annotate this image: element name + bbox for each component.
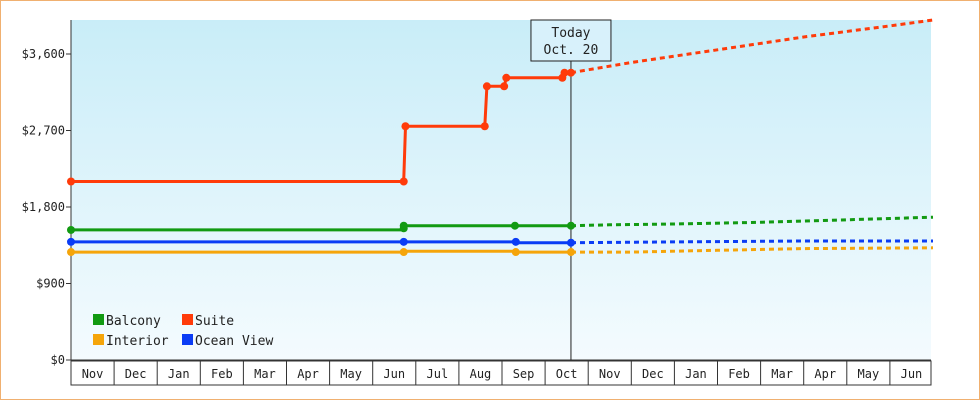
series-interior-history-line xyxy=(71,249,571,254)
x-tick-label-17: Apr xyxy=(814,367,836,381)
x-tick-label-16: Mar xyxy=(771,367,793,381)
x-tick-label-14: Jan xyxy=(685,367,707,381)
x-tick-label-15: Feb xyxy=(728,367,750,381)
series-interior-point-1 xyxy=(399,248,408,257)
y-tick-label-0: $0 xyxy=(51,353,65,367)
x-tick-label-4: Mar xyxy=(254,367,276,381)
series-balcony-forecast-line xyxy=(570,215,934,228)
plot-area xyxy=(71,20,931,360)
series-balcony-point-0 xyxy=(67,225,75,234)
series-ocean_view-forecast-line xyxy=(570,239,933,245)
series-ocean_view-point-1 xyxy=(399,237,408,246)
legend-label-balcony: Balcony xyxy=(106,314,161,329)
legend-swatch-interior xyxy=(93,334,104,345)
x-tick-label-10: Sep xyxy=(513,367,535,381)
series-ocean_view xyxy=(67,237,933,247)
x-tick-label-13: Dec xyxy=(642,367,664,381)
series-suite-point-9 xyxy=(566,68,575,77)
y-tick-label-4: $3,600 xyxy=(22,47,65,61)
series-suite-point-3 xyxy=(480,122,489,131)
legend-swatch-ocean_view xyxy=(182,334,193,345)
series-ocean_view-point-2 xyxy=(511,237,520,246)
series-ocean_view-point-3 xyxy=(566,238,575,247)
today-date-label: Oct. 20 xyxy=(544,43,599,58)
series-suite-point-1 xyxy=(399,177,408,186)
series-interior-point-0 xyxy=(67,248,75,257)
series-suite-forecast-line xyxy=(570,18,934,75)
x-tick-label-7: Jun xyxy=(383,367,405,381)
x-tick-label-8: Jul xyxy=(427,367,449,381)
legend-swatch-balcony xyxy=(93,314,104,325)
x-tick-label-3: Feb xyxy=(211,367,233,381)
series-suite-point-8 xyxy=(560,68,569,77)
today-box xyxy=(530,19,612,62)
today-label: Today xyxy=(551,26,590,41)
x-tick-label-0: Nov xyxy=(82,367,104,381)
y-tick-label-2: $1,800 xyxy=(22,200,65,214)
legend-swatch-suite xyxy=(182,314,193,325)
series-suite-point-6 xyxy=(502,73,511,82)
series-suite-point-4 xyxy=(482,82,491,91)
x-tick-label-9: Aug xyxy=(470,367,492,381)
series-balcony xyxy=(67,215,934,234)
series-balcony-point-2 xyxy=(399,221,408,230)
x-tick-label-6: May xyxy=(340,367,362,381)
x-tick-label-18: May xyxy=(858,367,880,381)
x-tick-label-1: Dec xyxy=(125,367,147,381)
series-interior-forecast-line xyxy=(571,246,934,254)
x-tick-label-11: Oct xyxy=(556,367,578,381)
legend-label-ocean_view: Ocean View xyxy=(195,334,273,349)
x-tick-label-12: Nov xyxy=(599,367,621,381)
series-suite-point-2 xyxy=(401,122,410,131)
x-axis-band xyxy=(70,360,932,386)
x-tick-label-5: Apr xyxy=(297,367,319,381)
series-suite-point-5 xyxy=(500,82,509,91)
series-ocean_view-history-line xyxy=(71,240,571,245)
y-tick-label-3: $2,700 xyxy=(22,124,65,138)
legend-label-suite: Suite xyxy=(195,314,234,329)
series-suite-point-0 xyxy=(67,177,75,186)
y-tick-label-1: $900 xyxy=(36,277,65,291)
series-interior xyxy=(67,246,934,257)
x-tick-label-19: Jun xyxy=(901,367,923,381)
series-ocean_view-point-0 xyxy=(67,237,75,246)
series-interior-point-2 xyxy=(511,248,520,257)
series-balcony-point-3 xyxy=(510,221,519,230)
series-balcony-point-4 xyxy=(566,221,575,230)
series-interior-point-3 xyxy=(566,248,575,257)
series-suite xyxy=(67,18,934,186)
legend-label-interior: Interior xyxy=(106,334,169,349)
x-tick-label-2: Jan xyxy=(168,367,190,381)
